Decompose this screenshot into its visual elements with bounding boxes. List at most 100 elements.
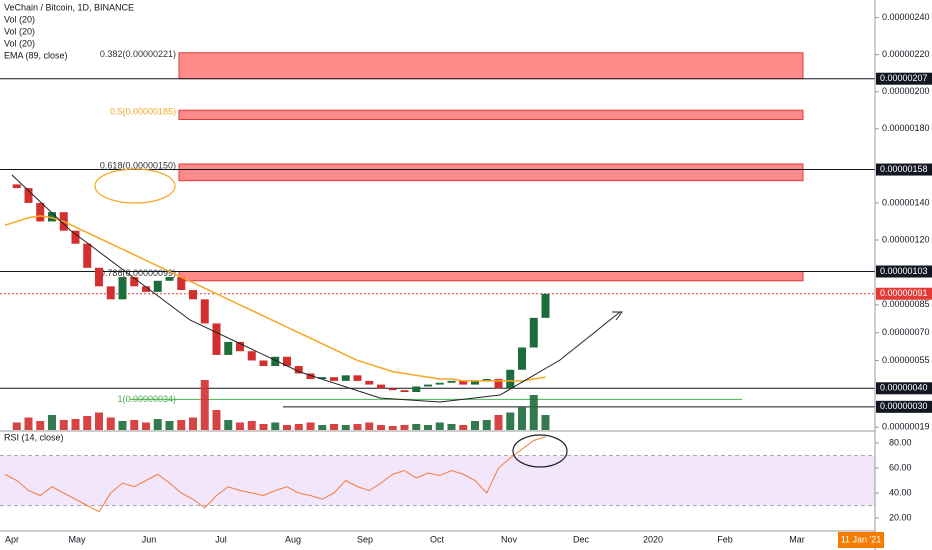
y-tick-label: 0.00000220	[882, 49, 930, 59]
volume-bar	[212, 410, 221, 430]
x-tick-label: May	[68, 534, 86, 544]
price-candle	[271, 356, 280, 367]
price-candle	[494, 379, 503, 389]
price-candle	[518, 347, 526, 370]
date-label: 11 Jan '21	[841, 534, 882, 544]
rsi-band	[0, 455, 875, 506]
fib-zone	[178, 109, 804, 120]
volume-bar	[341, 425, 350, 430]
price-candle	[83, 243, 92, 268]
price-candle	[471, 380, 479, 385]
price-label-box	[876, 287, 932, 300]
price-candle	[71, 230, 80, 244]
volume-bar	[165, 421, 174, 430]
x-tick-label: Apr	[5, 534, 19, 544]
price-candle	[189, 290, 197, 300]
volume-bar	[142, 422, 150, 430]
fib-label: 0.786(0.00000099)	[100, 268, 176, 278]
volume-bar	[59, 420, 68, 430]
price-candle	[177, 277, 186, 291]
volume-bar	[388, 426, 397, 430]
y-tick-label: 0.00000240	[882, 12, 930, 22]
volume-bar	[36, 421, 45, 430]
fib-zone	[178, 163, 804, 182]
price-label-box	[876, 163, 932, 176]
volume-bar	[224, 420, 233, 430]
price-candle	[200, 299, 209, 324]
chart-title: VeChain / Bitcoin, 1D, BINANCE	[4, 2, 134, 12]
y-tick-label: 0.00000180	[882, 123, 930, 133]
fib-label: 0.5(0.00000185)	[110, 107, 176, 117]
volume-bar	[130, 420, 139, 430]
price-label-box	[876, 265, 932, 278]
volume-bar	[318, 425, 327, 430]
volume-bar	[518, 407, 526, 430]
y-tick-label: 0.00000085	[882, 299, 930, 309]
volume-bar	[435, 422, 444, 430]
volume-bar	[271, 422, 280, 430]
price-candle	[400, 390, 409, 392]
price-candle	[529, 317, 538, 348]
volume-bar	[83, 416, 92, 430]
indicator-label: Vol (20)	[4, 38, 35, 48]
volume-bar	[95, 412, 103, 430]
price-candle	[447, 380, 456, 383]
volume-bar	[459, 425, 468, 430]
volume-bar	[424, 425, 432, 430]
x-tick-label: Aug	[285, 534, 301, 544]
price-candle	[435, 382, 444, 385]
x-tick-label: Mar	[789, 534, 805, 544]
price-candle	[142, 286, 150, 292]
price-candle	[353, 375, 362, 381]
volume-bar	[471, 421, 479, 430]
volume-bar	[106, 417, 115, 430]
price-candle	[412, 386, 421, 392]
volume-bar	[48, 415, 56, 430]
price-candle	[294, 366, 303, 374]
price-candle	[153, 280, 162, 292]
fib-zone	[178, 52, 804, 80]
volume-bar	[71, 419, 80, 430]
volume-bar	[259, 424, 268, 430]
volume-bar	[118, 421, 127, 430]
y-tick-label: 0.00000120	[882, 234, 930, 244]
y-tick-label: 0.00000200	[882, 86, 930, 96]
volume-bar	[494, 415, 503, 430]
trend-curve	[11, 174, 621, 403]
volume-bar	[200, 380, 209, 430]
price-candle	[224, 341, 233, 355]
price-candle	[377, 384, 385, 389]
x-tick-label: Oct	[430, 534, 445, 544]
x-tick-label: Jul	[215, 534, 227, 544]
fib-label: 1(0.00000034)	[117, 394, 176, 404]
y-tick-label: 0.00000019	[882, 422, 930, 432]
price-candle	[106, 286, 115, 300]
volume-bar	[377, 425, 385, 430]
y-tick-label: 0.00000140	[882, 197, 930, 207]
date-badge	[838, 532, 884, 548]
x-tick-label: Feb	[717, 534, 733, 544]
y-tick-label: 0.00000070	[882, 327, 930, 337]
volume-bar	[294, 424, 303, 430]
price-candle	[283, 356, 291, 367]
price-candle	[95, 267, 103, 287]
ema-line	[4, 215, 546, 382]
rsi-ellipse	[512, 434, 568, 468]
volume-bar	[153, 419, 162, 430]
price-label-box	[876, 400, 932, 413]
rsi-line	[4, 436, 546, 513]
price-candle	[306, 373, 315, 380]
price-label-box	[876, 72, 932, 85]
volume-bar	[283, 425, 291, 430]
fib-zone	[178, 271, 804, 282]
volume-bar	[400, 425, 409, 430]
x-tick-label: Dec	[573, 534, 590, 544]
volume-bar	[412, 424, 421, 430]
volume-bar	[330, 424, 338, 430]
volume-bar	[12, 422, 21, 430]
price-candle	[236, 341, 244, 352]
fib-label: 0.618(0.00000150)	[100, 160, 176, 170]
price-candle	[130, 277, 139, 287]
price-candle	[118, 277, 127, 300]
